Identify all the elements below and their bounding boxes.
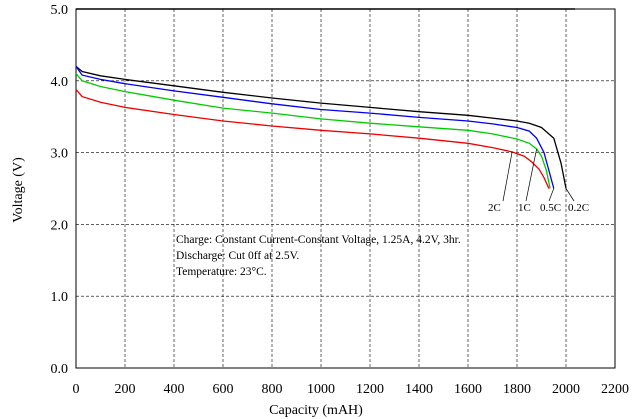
y-tick-labels: 0.0 1.0 2.0 3.0 4.0 5.0 [51, 3, 69, 377]
curve-leader-0.5C [548, 188, 555, 202]
curve-label-1C: 1C [518, 202, 531, 214]
y-tick-label: 0.0 [51, 362, 69, 377]
x-tick-label: 2200 [601, 382, 629, 397]
series-lines [75, 65, 567, 189]
x-tick-label: 600 [213, 382, 234, 397]
grid [76, 9, 615, 368]
plot-border [75, 8, 616, 369]
curve-label-0.2C: 0.2C [568, 202, 589, 214]
x-tick-label: 2000 [552, 382, 580, 397]
y-axis-title: Voltage (V) [11, 157, 26, 223]
charge-note: Charge: Constant Current-Constant Voltag… [176, 234, 461, 246]
series-line-1C [75, 73, 551, 189]
x-tick-label: 800 [262, 382, 283, 397]
x-tick-label: 1800 [503, 382, 531, 397]
temperature-note: Temperature: 23°C. [176, 266, 267, 278]
x-tick-labels: 0 200 400 600 800 1000 1200 1400 1600 1800 2000 220… [73, 382, 630, 397]
curve-labels: 0.2C 0.5C 1C 2C [488, 148, 589, 214]
y-tick-label: 4.0 [51, 75, 69, 90]
x-tick-label: 0 [73, 382, 80, 397]
x-tick-label: 1600 [454, 382, 482, 397]
x-tick-label: 1000 [307, 382, 335, 397]
x-tick-label: 400 [164, 382, 185, 397]
curve-leader-0.2C [565, 188, 575, 202]
x-tick-label: 1200 [356, 382, 384, 397]
series-line-0.5C [75, 66, 555, 189]
y-tick-label: 2.0 [51, 218, 69, 233]
curve-leader-2C [502, 151, 513, 202]
x-tick-label: 1400 [405, 382, 433, 397]
x-tick-label: 200 [115, 382, 136, 397]
series-line-0.2C [75, 65, 567, 189]
curve-leader-1C [525, 148, 537, 202]
series-line-2C [75, 88, 550, 189]
y-tick-label: 5.0 [51, 3, 69, 18]
curve-label-0.5C: 0.5C [540, 202, 561, 214]
x-axis-title: Capacity (mAH) [269, 403, 363, 418]
curve-label-2C: 2C [488, 202, 501, 214]
y-tick-label: 3.0 [51, 147, 69, 162]
plot-frame [75, 8, 616, 369]
discharge-note: Discharge: Cut 0ff at 2.5V. [176, 250, 299, 262]
y-tick-label: 1.0 [51, 290, 69, 305]
